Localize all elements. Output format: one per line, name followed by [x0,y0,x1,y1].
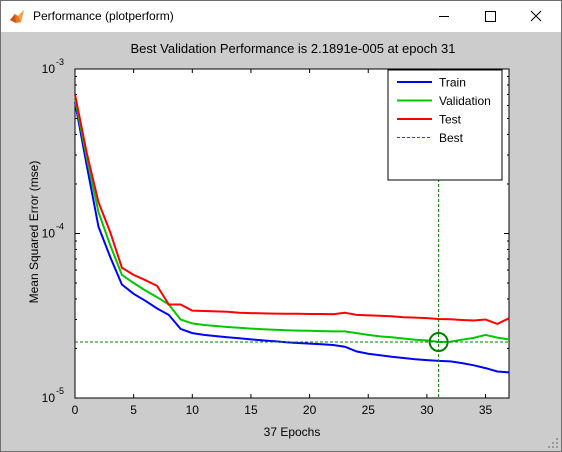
window-title: Performance (plotperform) [33,9,174,23]
close-button[interactable] [513,1,559,32]
minimize-icon [439,16,449,17]
x-tick-label: 35 [479,403,493,417]
y-tick-exponent: -3 [56,57,64,67]
y-tick-label: 10 [42,227,56,241]
resize-grip-icon[interactable] [547,437,559,449]
x-tick-label: 25 [362,403,376,417]
x-tick-label: 30 [420,403,434,417]
y-tick-label: 10 [42,62,56,76]
x-tick-label: 5 [130,403,137,417]
legend-label-train: Train [439,76,466,90]
title-bar[interactable]: Performance (plotperform) [1,1,561,32]
y-tick-label: 10 [42,391,56,405]
series-line-test [74,94,510,325]
x-tick-label: 0 [72,403,79,417]
series-line-train [74,101,510,374]
maximize-icon [485,11,496,22]
y-tick-exponent: -5 [56,386,64,396]
legend: Train Validation Test Best [387,69,503,181]
maximize-button[interactable] [467,1,513,32]
x-tick-label: 20 [303,403,317,417]
legend-label-test: Test [439,113,462,127]
close-icon [530,10,542,22]
legend-label-validation: Validation [439,94,491,108]
y-axis-label: Mean Squared Error (mse) [27,161,41,304]
legend-label-best: Best [439,131,464,145]
chart-title: Best Validation Performance is 2.1891e-0… [131,41,456,56]
x-axis-label: 37 Epochs [264,425,321,439]
best-point-marker [428,332,449,353]
x-tick-label: 15 [244,403,258,417]
legend-box [387,69,503,181]
x-tick-label: 10 [186,403,200,417]
minimize-button[interactable] [421,1,467,32]
performance-chart: Best Validation Performance is 2.1891e-0… [1,32,561,451]
y-tick-exponent: -4 [56,222,64,232]
matlab-icon [10,10,24,23]
